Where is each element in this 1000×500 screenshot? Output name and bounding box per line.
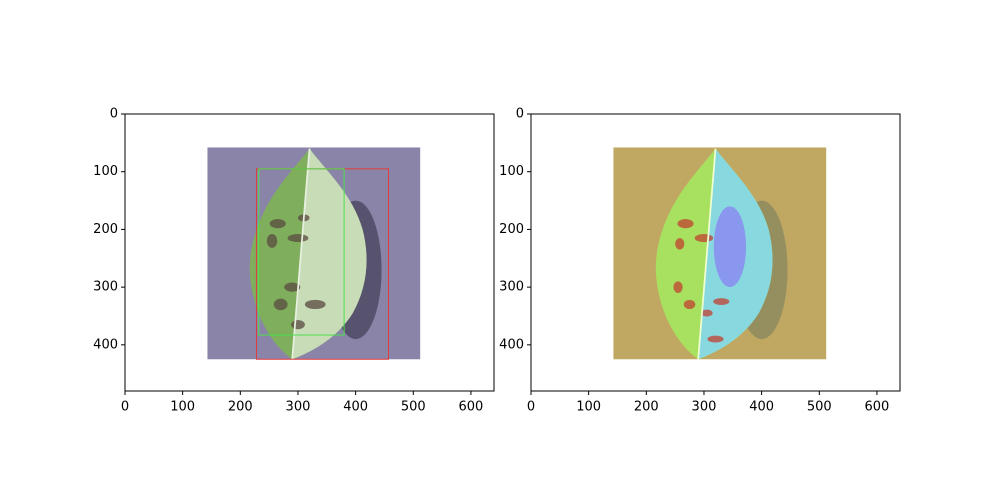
spot	[707, 335, 724, 343]
y-tick-label: 100	[499, 164, 524, 179]
x-tick-label: 300	[286, 400, 311, 415]
x-tick-label: 0	[527, 400, 535, 415]
y-tick-label: 200	[499, 222, 524, 237]
y-tick-label: 100	[93, 164, 118, 179]
bounding-box	[258, 168, 345, 336]
midrib	[697, 148, 717, 360]
y-tick-label: 300	[93, 280, 118, 295]
spot	[675, 238, 685, 250]
y-tick-label: 200	[93, 222, 118, 237]
y-tick-label: 0	[516, 107, 524, 122]
x-tick-label: 400	[343, 400, 368, 415]
x-tick-label: 0	[121, 400, 129, 415]
x-tick-label: 600	[459, 400, 484, 415]
spot	[269, 219, 286, 229]
spot	[287, 234, 309, 243]
hot	[713, 206, 747, 288]
spot	[677, 219, 694, 229]
leaf-layer	[655, 148, 788, 360]
spot	[273, 298, 288, 311]
x-tick-label: 400	[749, 400, 774, 415]
axes	[207, 147, 421, 360]
x-tick-label: 200	[228, 400, 253, 415]
leaf-layer	[249, 148, 382, 360]
y-tick-label: 400	[93, 337, 118, 352]
y-tick-label: 300	[499, 280, 524, 295]
spot	[266, 234, 278, 248]
x-tick-label: 100	[170, 400, 195, 415]
midrib	[291, 148, 311, 360]
x-tick-label: 300	[692, 400, 717, 415]
y-tick-label: 400	[499, 337, 524, 352]
x-tick-label: 500	[401, 400, 426, 415]
axes	[613, 147, 827, 360]
y-tick-label: 0	[110, 107, 118, 122]
spot	[683, 299, 696, 310]
spot	[694, 234, 714, 243]
spot	[284, 282, 301, 292]
x-tick-label: 500	[807, 400, 832, 415]
spot	[304, 299, 326, 310]
spot	[701, 309, 713, 317]
spot	[291, 320, 305, 330]
axes-frame	[530, 113, 901, 392]
x-tick-label: 100	[576, 400, 601, 415]
x-tick-label: 200	[634, 400, 659, 415]
x-tick-label: 600	[865, 400, 890, 415]
spot	[673, 281, 683, 293]
spot	[713, 298, 730, 306]
axes-frame	[124, 113, 495, 392]
